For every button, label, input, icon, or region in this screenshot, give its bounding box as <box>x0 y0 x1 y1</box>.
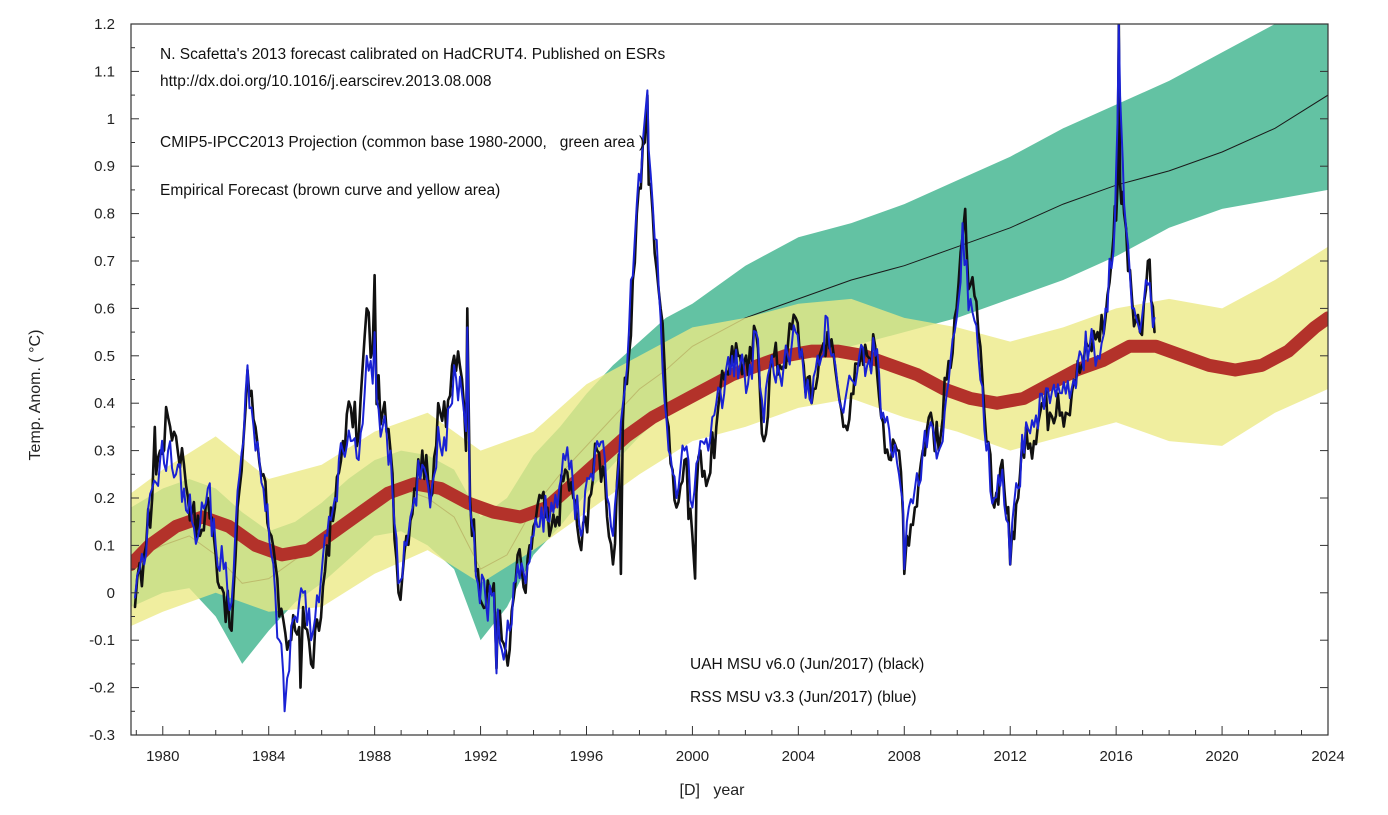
y-tick-label: 0.1 <box>94 537 115 554</box>
empirical-forecast-curve <box>131 311 1328 571</box>
y-tick-label: 0.9 <box>94 158 115 175</box>
x-tick-label: 1980 <box>146 748 179 765</box>
y-tick-label: -0.1 <box>89 632 115 649</box>
y-axis-title: Temp. Anom. ( °C) <box>27 330 44 461</box>
x-tick-label: 2024 <box>1311 748 1344 765</box>
x-tick-label: 2008 <box>888 748 921 765</box>
y-tick-label: 0 <box>107 585 115 602</box>
y-tick-label: 0.7 <box>94 253 115 270</box>
empirical-forecast-band <box>131 246 1328 627</box>
x-tick-label: 2012 <box>994 748 1027 765</box>
x-tick-label: 2004 <box>782 748 815 765</box>
annotation-uah: UAH MSU v6.0 (Jun/2017) (black) <box>690 656 924 673</box>
data-lines <box>131 24 1328 713</box>
x-tick-label: 1996 <box>570 748 603 765</box>
x-tick-label: 2000 <box>676 748 709 765</box>
annotation-doi: http://dx.doi.org/10.1016/j.earscirev.20… <box>160 73 491 90</box>
x-tick-label: 2020 <box>1205 748 1238 765</box>
annotation-empirical: Empirical Forecast (brown curve and yell… <box>160 182 500 199</box>
y-tick-label: 1 <box>107 111 115 128</box>
uah-msu-line <box>133 24 1156 689</box>
y-tick-label: -0.3 <box>89 727 115 744</box>
y-tick-label: 0.3 <box>94 443 115 460</box>
rss-msu-line <box>134 24 1156 713</box>
annotation-rss: RSS MSU v3.3 (Jun/2017) (blue) <box>690 689 917 706</box>
y-tick-label: 0.6 <box>94 300 115 317</box>
y-tick-label: 1.1 <box>94 63 115 80</box>
x-tick-label: 1992 <box>464 748 497 765</box>
y-axis: -0.3 -0.2 -0.1 0 0.1 0.2 0.3 0.4 0.5 0.6 0.7 0.8 0.9… <box>89 16 1328 744</box>
x-tick-label: 1984 <box>252 748 285 765</box>
y-tick-label: 0.8 <box>94 206 115 223</box>
x-tick-label: 1988 <box>358 748 391 765</box>
annotation-cmip5: CMIP5-IPCC2013 Projection (common base 1… <box>160 134 644 151</box>
annotation-title: N. Scafetta's 2013 forecast calibrated o… <box>160 46 665 63</box>
x-axis: 1980 1984 1988 1992 1996 2000 2004 2008 2012 2016… <box>135 726 1345 765</box>
y-tick-label: -0.2 <box>89 680 115 697</box>
y-tick-label: 1.2 <box>94 16 115 33</box>
y-tick-label: 0.4 <box>94 395 115 412</box>
y-tick-label: 0.2 <box>94 490 115 507</box>
projection-bands <box>131 24 1328 664</box>
x-tick-label: 2016 <box>1099 748 1132 765</box>
x-axis-title: [D] year <box>680 782 746 799</box>
y-tick-label: 0.5 <box>94 348 115 365</box>
